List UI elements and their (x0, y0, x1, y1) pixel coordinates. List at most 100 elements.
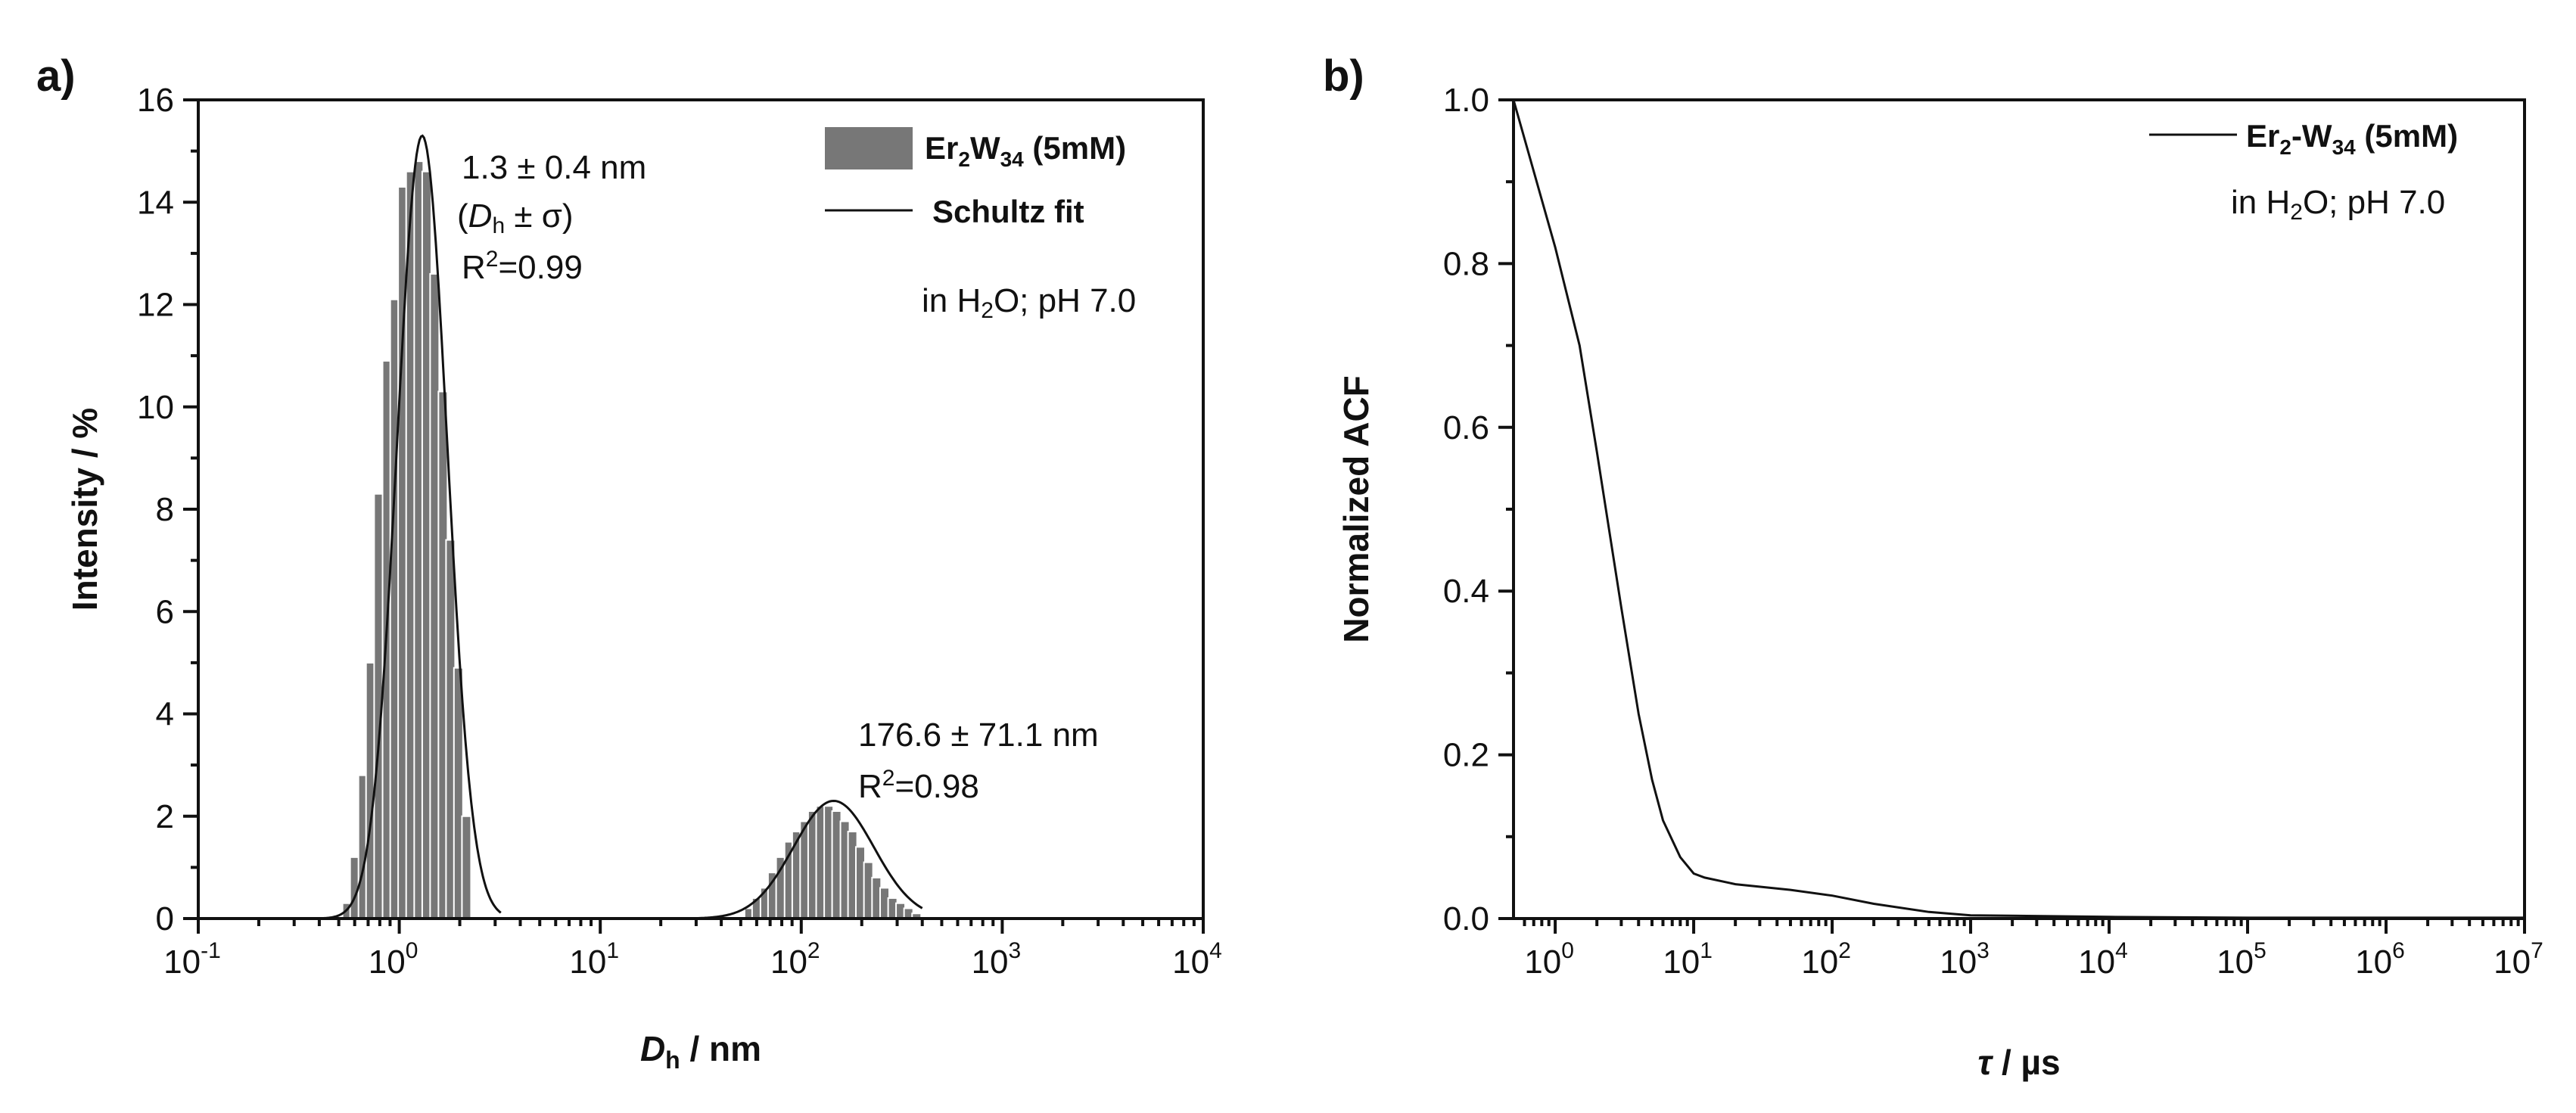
panel-a-x-tick-exp: 3 (1009, 938, 1022, 963)
panel-b-x-tick-exp: 6 (2392, 938, 2405, 963)
legend-a0-p0: Er (925, 130, 958, 166)
schultz-fit-curve (695, 799, 923, 920)
legend-label-fit: Schultz fit (932, 194, 1084, 229)
panel-b-x-tick-label: 100 (1524, 938, 1574, 981)
panel-b-y-tick-label: 0.4 (1443, 573, 1489, 610)
panel-a-xlabel-italic: D (640, 1029, 665, 1068)
panel-a-label: a) (36, 51, 76, 101)
panel-a-y-tick-label: 12 (137, 287, 174, 324)
panel-b-y-tick-label: 0.8 (1443, 245, 1489, 282)
panel-b-y-axis-label: Normalized ACF (1336, 375, 1376, 643)
legend-b0-p4: (5mM) (2356, 118, 2458, 154)
panel-b-y-tick-label: 0.0 (1443, 900, 1489, 937)
panel-a-x-tick-base: 10 (770, 944, 807, 981)
panel-b-label: b) (1323, 51, 1364, 101)
panel-a-x-tick-label: 100 (369, 938, 418, 981)
peak1-def-italic: D (468, 197, 493, 235)
legend-b0-p2: -W (2291, 118, 2332, 154)
panel-a-x-tick-label: 104 (1172, 938, 1222, 981)
peak2-r2-annotation: R2=0.98 (858, 766, 979, 805)
panel-b-x-tick-exp: 3 (1977, 938, 1990, 963)
panel-b-x-tick-base: 10 (2078, 944, 2115, 981)
panel-a-y-tick-label: 16 (137, 82, 174, 119)
panel-a-y-tick-label: 6 (156, 593, 174, 630)
peak1-r2-annotation: R2=0.99 (462, 247, 583, 286)
legend-a0-p3: 34 (1000, 148, 1025, 171)
peak2-r2-sup: 2 (882, 766, 895, 791)
panel-a-xlabel-sub: h (665, 1046, 680, 1074)
peak2-r2-prefix: R (858, 768, 882, 805)
panel-b-x-tick-base: 10 (1940, 944, 1977, 981)
schultz-fit-curve (323, 134, 502, 919)
legend-b0-p0: Er (2246, 118, 2279, 154)
panel-a-y-tick-label: 14 (137, 184, 174, 221)
panel-a-medium-sub: 2 (981, 298, 994, 323)
peak1-def-open: ( (457, 197, 468, 235)
panel-a-x-tick-base: 10 (369, 944, 406, 981)
panel-a-x-tick-exp: -1 (201, 938, 221, 963)
panel-b: b) 100 101 102 103 104 105 106 1070.00.20.40.60… (1323, 51, 2543, 1082)
peak2-size-annotation: 176.6 ± 71.1 nm (858, 717, 1099, 754)
panel-a-x-tick-base: 10 (163, 944, 201, 981)
panel-b-x-tick-label: 101 (1663, 938, 1713, 981)
peak1-def-rest: ± σ) (505, 197, 573, 235)
legend-b0-p1: 2 (2279, 135, 2291, 159)
legend-label-histogram: Er2W34 (5mM) (925, 130, 1126, 171)
panel-a-y-axis-label: Intensity / % (65, 408, 104, 611)
panel-b-medium-prefix: in H (2231, 184, 2290, 221)
panel-b-medium-rest: O; pH 7.0 (2303, 184, 2445, 221)
panel-a-x-tick-exp: 1 (606, 938, 619, 963)
legend-b0-p3: 34 (2332, 135, 2357, 159)
panel-b-x-tick-base: 10 (1524, 944, 1561, 981)
panel-a-x-tick-label: 103 (972, 938, 1022, 981)
panel-b-x-tick-exp: 5 (2254, 938, 2266, 963)
panel-a-x-tick-label: 102 (770, 938, 820, 981)
panel-b-medium-annotation: in H2O; pH 7.0 (2231, 184, 2445, 225)
panel-a-x-tick-base: 10 (972, 944, 1009, 981)
panel-b-x-tick-label: 103 (1940, 938, 1990, 981)
panel-a-y-tick-label: 8 (156, 491, 174, 528)
panel-a-medium-prefix: in H (922, 282, 981, 319)
panel-b-x-tick-base: 10 (2217, 944, 2254, 981)
acf-curve (1512, 99, 2525, 919)
panel-b-x-tick-base: 10 (1801, 944, 1838, 981)
panel-a-x-tick-label: 101 (569, 938, 619, 981)
panel-b-frame (1512, 98, 2526, 920)
panel-b-y-tick-label: 0.2 (1443, 737, 1489, 774)
panel-a-x-tick-exp: 0 (406, 938, 418, 963)
legend-label-acf: Er2-W34 (5mM) (2246, 118, 2458, 159)
panel-a-xlabel-rest: / nm (680, 1029, 761, 1068)
panel-a-y-tick-label: 4 (156, 696, 174, 733)
panel-b-x-axis-label: τ / µs (1977, 1043, 2060, 1082)
panel-b-x-tick-exp: 7 (2531, 938, 2543, 963)
legend-a0-p4: (5mM) (1024, 130, 1126, 166)
legend-a0-p2: W (970, 130, 1000, 166)
panel-b-legend: Er2-W34 (5mM) (2149, 118, 2458, 159)
panel-b-x-tick-exp: 1 (1700, 938, 1713, 963)
peak1-r2-prefix: R (462, 249, 486, 286)
panel-b-x-tick-base: 10 (2355, 944, 2392, 981)
panel-b-x-tick-exp: 4 (2115, 938, 2128, 963)
legend-a0-p1: 2 (958, 148, 970, 171)
peak1-r2-value: =0.99 (498, 249, 582, 286)
panel-a-x-tick-base: 10 (569, 944, 606, 981)
panel-b-xlabel-rest: / µs (1992, 1043, 2060, 1082)
panel-b-x-tick-base: 10 (2494, 944, 2531, 981)
panel-b-ticks: 100 101 102 103 104 105 106 1070.00.20.40.60.81… (1443, 82, 2543, 981)
panel-a-x-tick-base: 10 (1172, 944, 1209, 981)
peak1-definition-annotation: (Dh ± σ) (457, 197, 574, 238)
panel-a-medium-rest: O; pH 7.0 (994, 282, 1136, 319)
panel-b-x-tick-label: 102 (1801, 938, 1851, 981)
panel-b-y-tick-label: 1.0 (1443, 82, 1489, 119)
panel-b-x-tick-base: 10 (1663, 944, 1700, 981)
panel-a-medium-annotation: in H2O; pH 7.0 (922, 282, 1136, 323)
panel-b-x-tick-label: 105 (2217, 938, 2266, 981)
panel-b-x-tick-label: 106 (2355, 938, 2405, 981)
panel-a-y-tick-label: 10 (137, 389, 174, 426)
panel-a-y-tick-label: 2 (156, 798, 174, 835)
panel-b-y-tick-label: 0.6 (1443, 409, 1489, 446)
panel-a-x-tick-exp: 4 (1209, 938, 1222, 963)
